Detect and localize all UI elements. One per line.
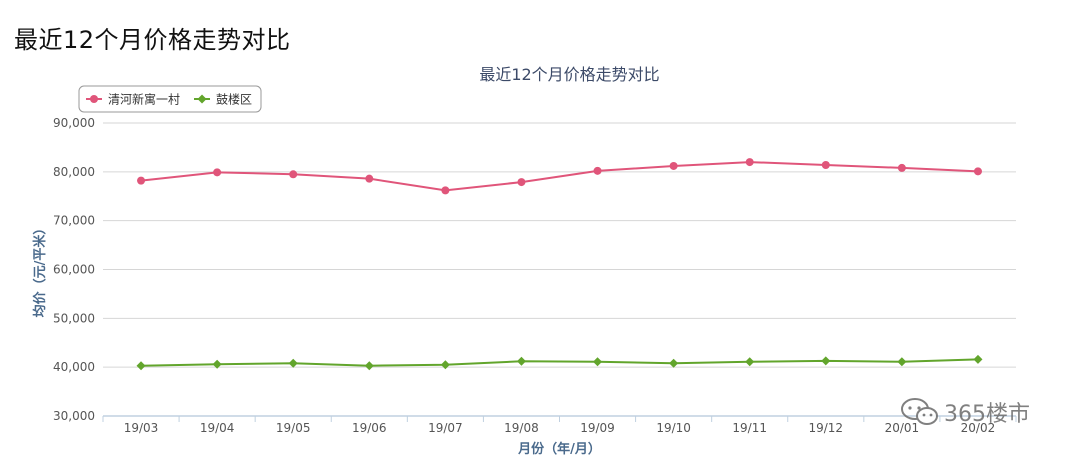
y-tick-label: 60,000 [53,263,95,277]
data-point [745,158,754,167]
data-point [365,174,374,183]
x-tick-label: 20/02 [961,421,996,435]
data-point [137,176,146,185]
y-tick-label: 30,000 [53,409,95,423]
data-point [441,186,450,195]
x-tick-label: 19/10 [656,421,691,435]
data-point [593,166,602,175]
data-point [897,357,907,367]
y-tick-label: 80,000 [53,165,95,179]
x-axis-title: 月份（年/月） [517,441,601,457]
x-tick-label: 19/12 [808,421,843,435]
data-point [973,354,983,364]
data-point [364,361,374,371]
watermark: 365楼市 [900,396,1030,428]
y-tick-label: 90,000 [53,116,95,130]
data-point [289,170,298,179]
legend-box [78,85,262,113]
x-tick-label: 20/01 [885,421,920,435]
x-tick-label: 19/09 [580,421,615,435]
watermark-text: 365楼市 [944,402,1030,427]
y-axis-title: 均价（元/平米） [32,222,48,318]
data-point [516,356,526,366]
x-tick-label: 19/11 [732,421,767,435]
y-tick-label: 50,000 [53,311,95,325]
wechat-icon [901,398,938,425]
y-tick-label: 70,000 [53,214,95,228]
data-point [897,163,906,172]
data-point [593,357,603,367]
x-tick-label: 19/05 [276,421,311,435]
x-tick-label: 19/08 [504,421,539,435]
data-point [213,168,222,177]
data-point [136,361,146,371]
data-point [821,160,830,169]
data-point [212,359,222,369]
legend-marker [90,95,98,103]
data-point [669,358,679,368]
x-tick-label: 19/06 [352,421,387,435]
legend-marker [197,94,207,104]
data-point [288,358,298,368]
x-tick-label: 19/03 [124,421,159,435]
data-point [669,161,678,170]
y-tick-label: 40,000 [53,360,95,374]
chart-title: 最近12个月价格走势对比 [479,65,659,84]
x-tick-label: 19/04 [200,421,235,435]
data-point [973,167,982,176]
series-line-2 [141,358,978,367]
data-point [440,360,450,370]
data-point [821,356,831,366]
legend-label: 鼓楼区 [216,92,252,107]
page-title: 最近12个月价格走势对比 [14,26,291,54]
series-line-1 [140,161,979,192]
data-point [517,178,526,187]
x-tick-label: 19/07 [428,421,463,435]
legend-label: 清河新寓一村 [108,92,180,107]
data-point [745,357,755,367]
